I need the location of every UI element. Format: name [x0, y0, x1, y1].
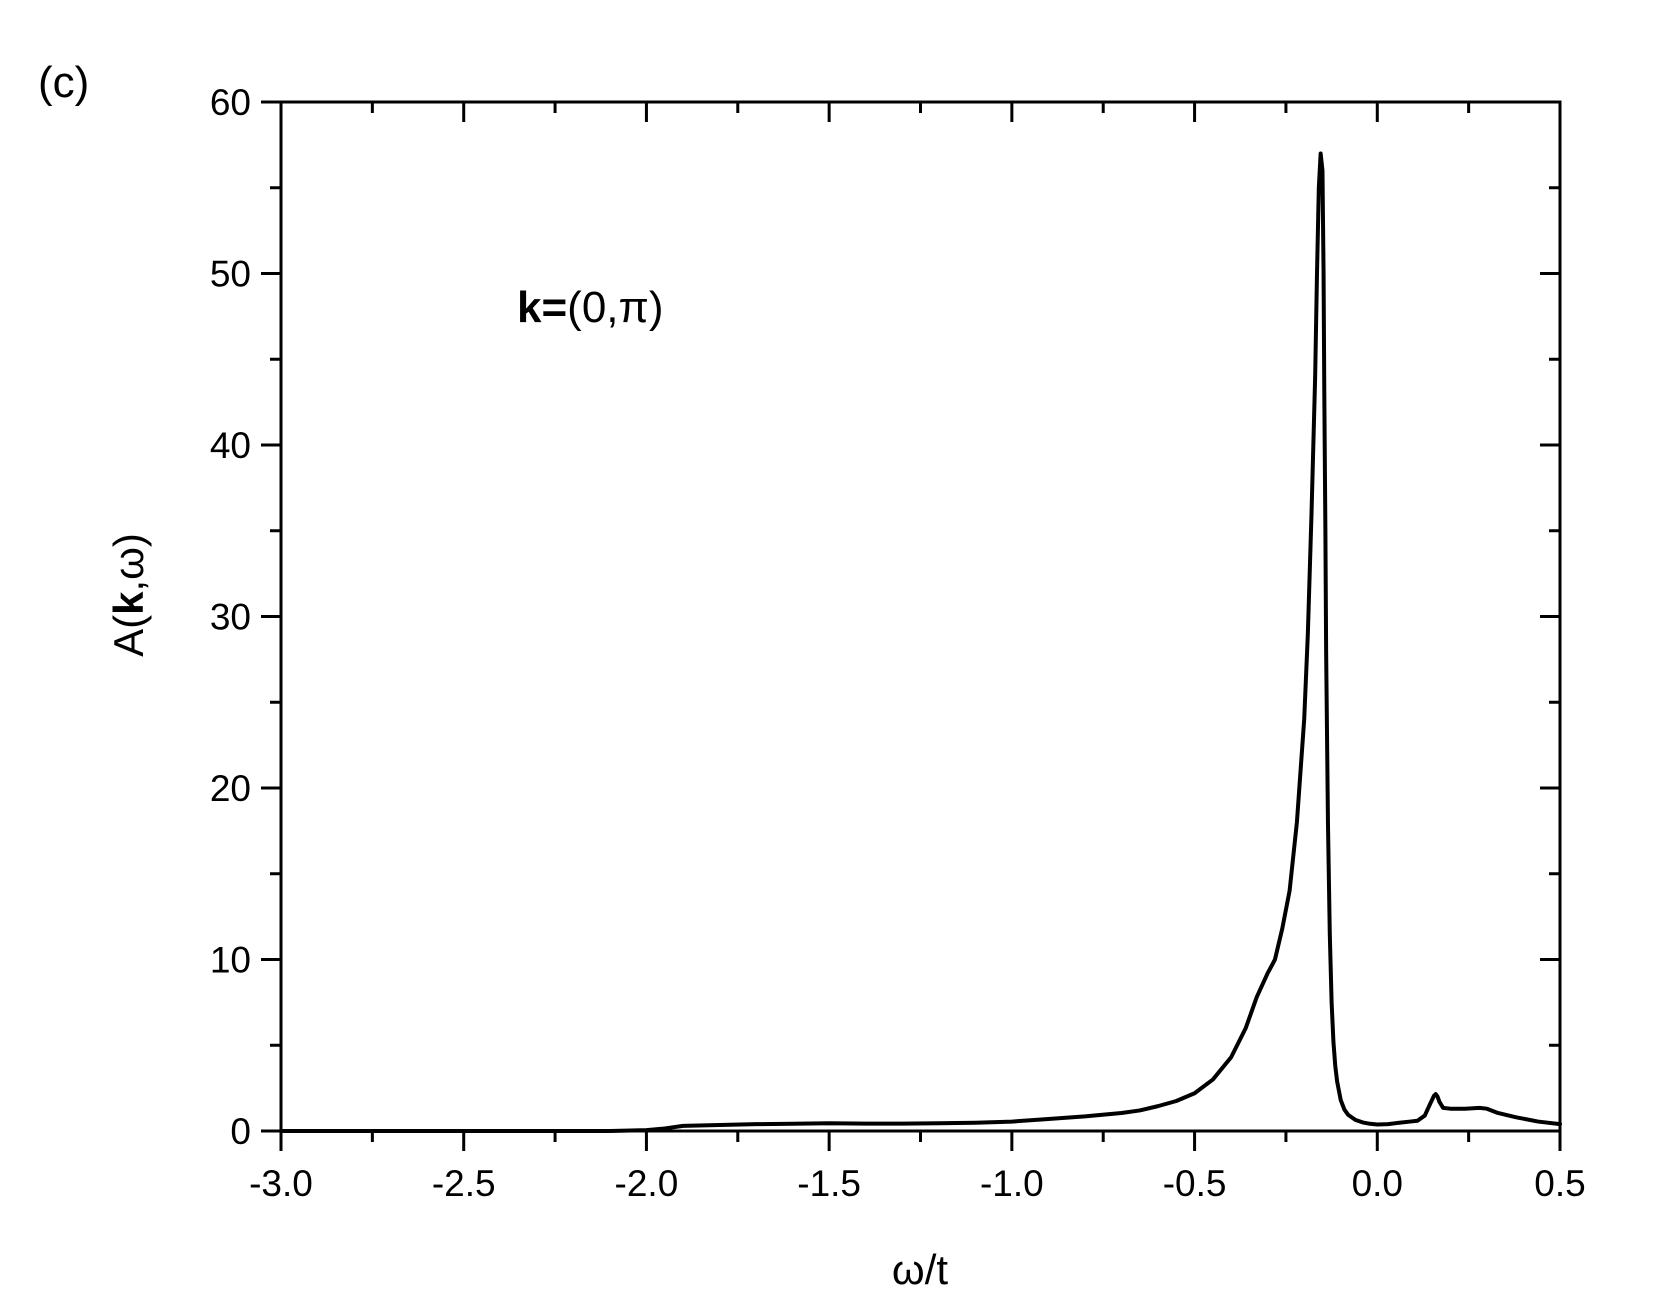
x-tick-label: -1.5	[797, 1163, 861, 1204]
y-tick-label: 10	[210, 940, 251, 981]
y-tick-label: 0	[230, 1111, 251, 1152]
y-axis-title-suffix: ,ω)	[105, 533, 152, 591]
y-axis-title-bold: k	[105, 591, 152, 615]
y-axis-title: A(k,ω)	[105, 533, 152, 657]
x-tick-label: 0.5	[1534, 1163, 1585, 1204]
y-tick-label: 60	[210, 82, 251, 123]
x-tick-label: 0.0	[1352, 1163, 1403, 1204]
annotation-rest: (0,π)	[567, 283, 663, 332]
k-point-annotation: k=(0,π)	[517, 283, 664, 332]
y-tick-label: 50	[210, 254, 251, 295]
tick-labels: -3.0 -2.5 -2.0 -1.5 -1.0 -0.5 0.0 0.5 0 10 20 30 40 5…	[210, 82, 1586, 1204]
y-tick-label: 40	[210, 425, 251, 466]
annotation-bold: k=	[517, 283, 567, 332]
plot-frame	[279, 100, 1562, 1133]
x-tick-label: -3.0	[249, 1163, 313, 1204]
axis-ticks	[261, 100, 1562, 1151]
x-axis-title: ω/t	[892, 1246, 948, 1293]
panel-label: (c)	[38, 58, 89, 107]
x-tick-label: -1.0	[980, 1163, 1044, 1204]
x-tick-label: -0.5	[1163, 1163, 1227, 1204]
y-tick-label: 20	[210, 768, 251, 809]
x-tick-label: -2.5	[432, 1163, 496, 1204]
y-tick-label: 30	[210, 597, 251, 638]
y-axis-title-prefix: A(	[105, 615, 152, 657]
x-tick-label: -2.0	[615, 1163, 679, 1204]
series-line	[279, 151, 1562, 1133]
